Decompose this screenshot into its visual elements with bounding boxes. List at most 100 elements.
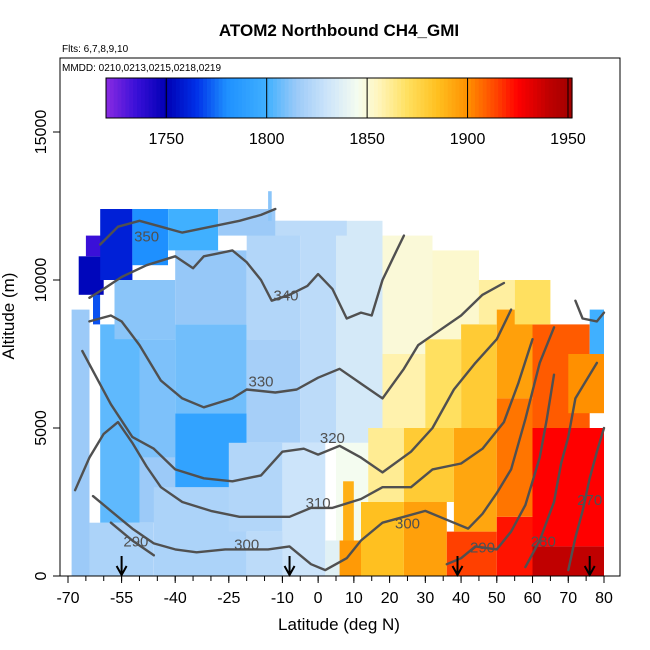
colorbar-swatch	[564, 78, 569, 118]
contour-label: 300	[234, 536, 259, 553]
flight-arrows	[115, 556, 596, 578]
colorbar-swatch	[125, 78, 130, 118]
contour-label: 300	[395, 516, 420, 533]
heatmap-cell	[343, 481, 354, 541]
colorbar-swatch	[439, 78, 445, 118]
colorbar-swatch	[292, 78, 297, 118]
colorbar-swatch	[311, 78, 317, 118]
colorbar-swatch	[241, 78, 247, 118]
colorbar-swatch	[191, 78, 196, 118]
colorbar-swatch	[568, 78, 573, 118]
colorbar-swatch	[137, 78, 142, 118]
colorbar-swatch	[370, 78, 375, 118]
y-tick-label: 10000	[33, 258, 50, 303]
colorbar-swatch	[179, 78, 185, 118]
plot-frame	[59, 57, 621, 577]
colorbar-swatch	[152, 78, 158, 118]
colorbar-swatch	[230, 78, 235, 118]
colorbar-swatch	[478, 78, 484, 118]
contour-label: 330	[248, 374, 273, 391]
colorbar-swatch	[377, 78, 383, 118]
colorbar-swatch	[121, 78, 127, 118]
heatmap-cell	[368, 428, 404, 502]
colorbar-swatch	[288, 78, 293, 118]
contour-label: 310	[306, 495, 331, 512]
colorbar-swatch	[436, 78, 441, 118]
colorbar-swatch	[350, 78, 356, 118]
heatmap-cell	[336, 220, 383, 443]
heatmap-cell	[514, 280, 551, 325]
x-axis-label: Latitude (deg N)	[278, 615, 400, 634]
colorbar-swatch	[183, 78, 189, 118]
colorbar-swatch	[272, 78, 278, 118]
colorbar-tick-label: 1900	[450, 131, 486, 148]
colorbar-swatch	[253, 78, 259, 118]
heatmap-cells	[71, 191, 604, 576]
heatmap-cell	[532, 546, 604, 576]
colorbar-swatch	[517, 78, 523, 118]
colorbar-swatch	[533, 78, 538, 118]
heatmap-cell	[100, 209, 133, 280]
x-tick-label: -25	[217, 590, 240, 607]
colorbar-swatch	[366, 78, 371, 118]
flight-arrow	[583, 556, 596, 578]
contour-label: 350	[134, 229, 159, 246]
colorbar-swatch	[199, 78, 204, 118]
contour-label: 290	[470, 539, 495, 556]
y-axis-label: Altitude (m)	[0, 273, 18, 360]
x-tick-label: 0	[314, 590, 323, 607]
colorbar-swatch	[424, 78, 429, 118]
arrow-head	[283, 565, 296, 578]
heatmap-cell	[382, 354, 426, 428]
colorbar-swatch	[148, 78, 154, 118]
contour-line	[567, 426, 606, 572]
colorbar-swatch	[300, 78, 305, 118]
colorbar-swatch	[556, 78, 561, 118]
colorbar-swatch	[234, 78, 239, 118]
arrow-head	[115, 565, 128, 578]
colorbar-swatch	[276, 78, 282, 118]
colorbar-swatch	[269, 78, 274, 118]
x-tick-label: -70	[56, 590, 79, 607]
colorbar-swatch	[315, 78, 321, 118]
colorbar-swatch	[416, 78, 422, 118]
colorbar-swatch	[206, 78, 212, 118]
colorbar-swatch	[447, 78, 453, 118]
colorbar-swatch	[222, 78, 227, 118]
colorbar-swatch	[385, 78, 391, 118]
flight-arrow	[115, 556, 128, 578]
heatmap-cell	[93, 274, 101, 325]
colorbar-swatch	[420, 78, 426, 118]
colorbar-swatch	[505, 78, 511, 118]
colorbar-swatch	[502, 78, 507, 118]
heatmap-cell	[228, 442, 283, 532]
colorbar-swatch	[354, 78, 360, 118]
colorbar-swatch	[307, 78, 313, 118]
colorbar-swatch	[494, 78, 499, 118]
x-tick-label: -10	[271, 590, 294, 607]
colorbar-swatch	[160, 78, 165, 118]
colorbar-swatch	[203, 78, 208, 118]
colorbar-swatch	[537, 78, 542, 118]
colorbar-swatch	[238, 78, 243, 118]
colorbar-swatch	[187, 78, 193, 118]
x-tick-label: 20	[381, 590, 399, 607]
colorbar-swatch	[513, 78, 519, 118]
heatmap-cell	[382, 235, 433, 354]
dates-subtitle: MMDD: 0210,0213,0215,0218,0219	[62, 63, 221, 74]
colorbar-swatch	[304, 78, 309, 118]
colorbar-swatch	[486, 78, 492, 118]
colorbar-swatch	[342, 78, 348, 118]
colorbar-swatch	[525, 78, 530, 118]
colorbar-swatch	[521, 78, 526, 118]
heatmap-cell	[114, 280, 176, 340]
contour-line	[109, 521, 155, 557]
contour-label: 340	[273, 288, 298, 305]
colorbar-swatch	[133, 78, 138, 118]
contour-line	[99, 207, 277, 246]
flight-arrow	[283, 556, 296, 578]
contour-line	[445, 373, 556, 566]
colorbar-tick-label: 1800	[249, 131, 285, 148]
colorbar-swatch	[443, 78, 449, 118]
